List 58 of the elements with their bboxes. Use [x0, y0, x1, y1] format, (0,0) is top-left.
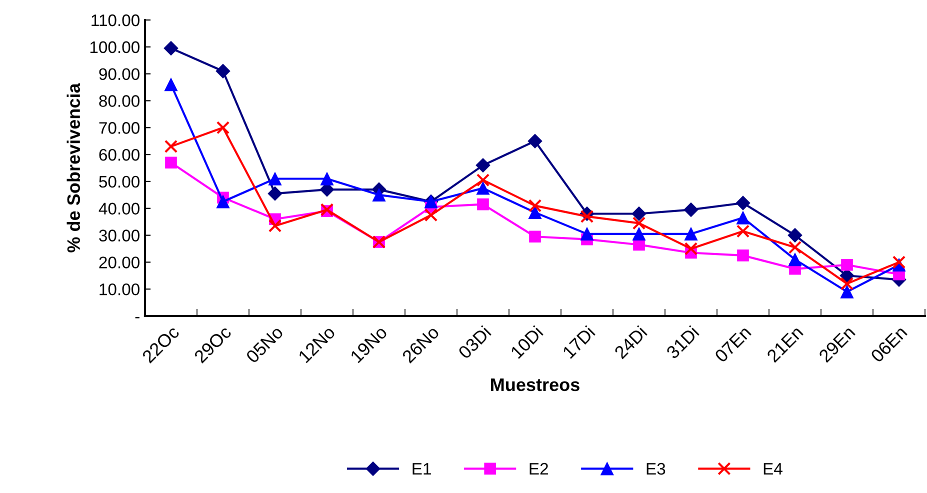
point	[632, 227, 646, 241]
point	[736, 224, 750, 238]
point	[580, 227, 594, 241]
legend-label: E2	[530, 462, 548, 475]
point	[164, 78, 178, 92]
point	[788, 252, 802, 266]
point	[736, 196, 750, 210]
point	[737, 250, 749, 262]
point	[684, 242, 698, 256]
y-tick-label: 60.00	[99, 148, 140, 161]
point	[268, 172, 282, 186]
point	[424, 208, 438, 222]
y-tick-label: 110.00	[92, 14, 140, 26]
point	[320, 172, 334, 186]
y-tick-label: 10.00	[100, 283, 140, 296]
point	[632, 206, 646, 221]
point	[580, 210, 594, 224]
point	[528, 134, 542, 148]
point	[477, 198, 489, 210]
y-tick-label: 100.00	[90, 41, 140, 54]
y-tick-label: 90.00	[99, 68, 140, 80]
legend-label: E4	[764, 463, 782, 475]
y-tick-label: 20.00	[99, 256, 140, 268]
y-tick-label: 50.00	[99, 176, 140, 188]
point	[892, 256, 906, 269]
point	[684, 202, 698, 217]
y-tick-label: 70.00	[99, 122, 140, 134]
point	[840, 277, 854, 290]
y-tick-label: 30.00	[99, 230, 140, 242]
point	[164, 41, 178, 56]
point	[529, 230, 541, 243]
point	[476, 182, 490, 195]
point	[528, 199, 542, 212]
y-tick-label: -	[135, 316, 140, 318]
x-axis-title: Muestreos	[491, 378, 580, 392]
point	[372, 188, 386, 202]
point	[840, 285, 854, 298]
point	[841, 258, 853, 271]
point	[632, 216, 646, 230]
point	[216, 121, 230, 134]
point	[788, 228, 802, 242]
y-tick-label: 40.00	[98, 202, 140, 215]
point	[268, 186, 282, 201]
point	[736, 211, 750, 224]
legend-label: E1	[412, 463, 431, 475]
point	[165, 156, 177, 169]
y-axis-title: % de Sobrevivencia	[66, 83, 80, 252]
point	[216, 195, 230, 208]
point	[788, 240, 802, 254]
point	[528, 206, 542, 219]
point	[684, 227, 698, 241]
y-tick-label: 80.00	[99, 95, 140, 107]
point	[476, 174, 490, 187]
point	[476, 158, 490, 173]
point	[268, 219, 282, 232]
point	[164, 140, 178, 154]
legend-label: E3	[646, 462, 666, 475]
point	[216, 64, 230, 78]
